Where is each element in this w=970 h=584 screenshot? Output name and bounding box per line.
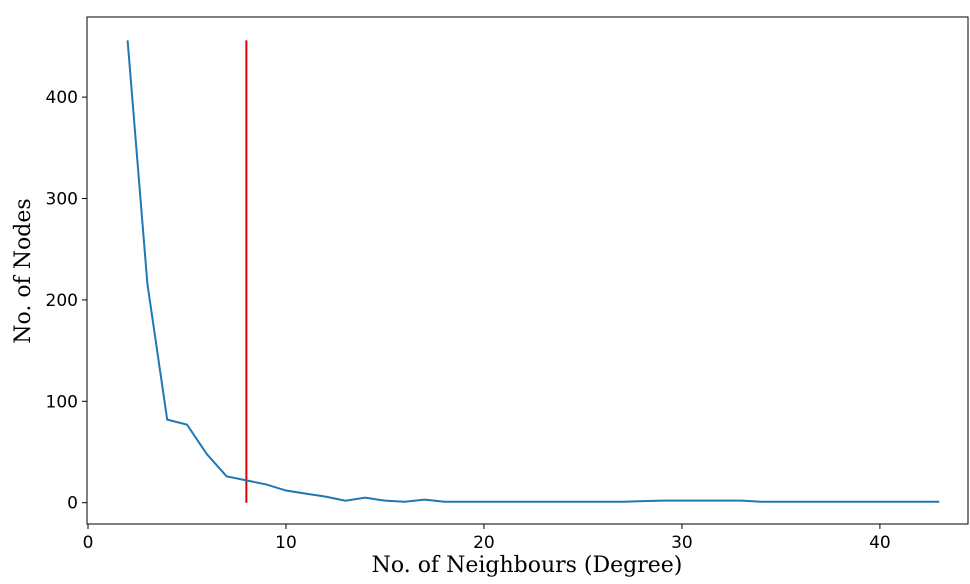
plot-frame [86, 16, 969, 525]
y-tick-label: 200 [46, 291, 78, 311]
data-line [126, 40, 940, 503]
y-tick-label: 400 [46, 88, 78, 108]
x-tick-label: 30 [671, 533, 693, 553]
y-tick-label: 300 [46, 190, 78, 210]
y-axis-label: No. of Nodes [11, 198, 36, 343]
x-tick-label: 40 [869, 533, 891, 553]
y-tick-label: 0 [67, 494, 78, 514]
x-tick-label: 10 [275, 533, 297, 553]
x-axis-label: No. of Neighbours (Degree) [372, 553, 683, 578]
y-tick-label: 100 [46, 392, 78, 412]
x-tick-label: 0 [83, 533, 94, 553]
x-tick-label: 20 [473, 533, 495, 553]
